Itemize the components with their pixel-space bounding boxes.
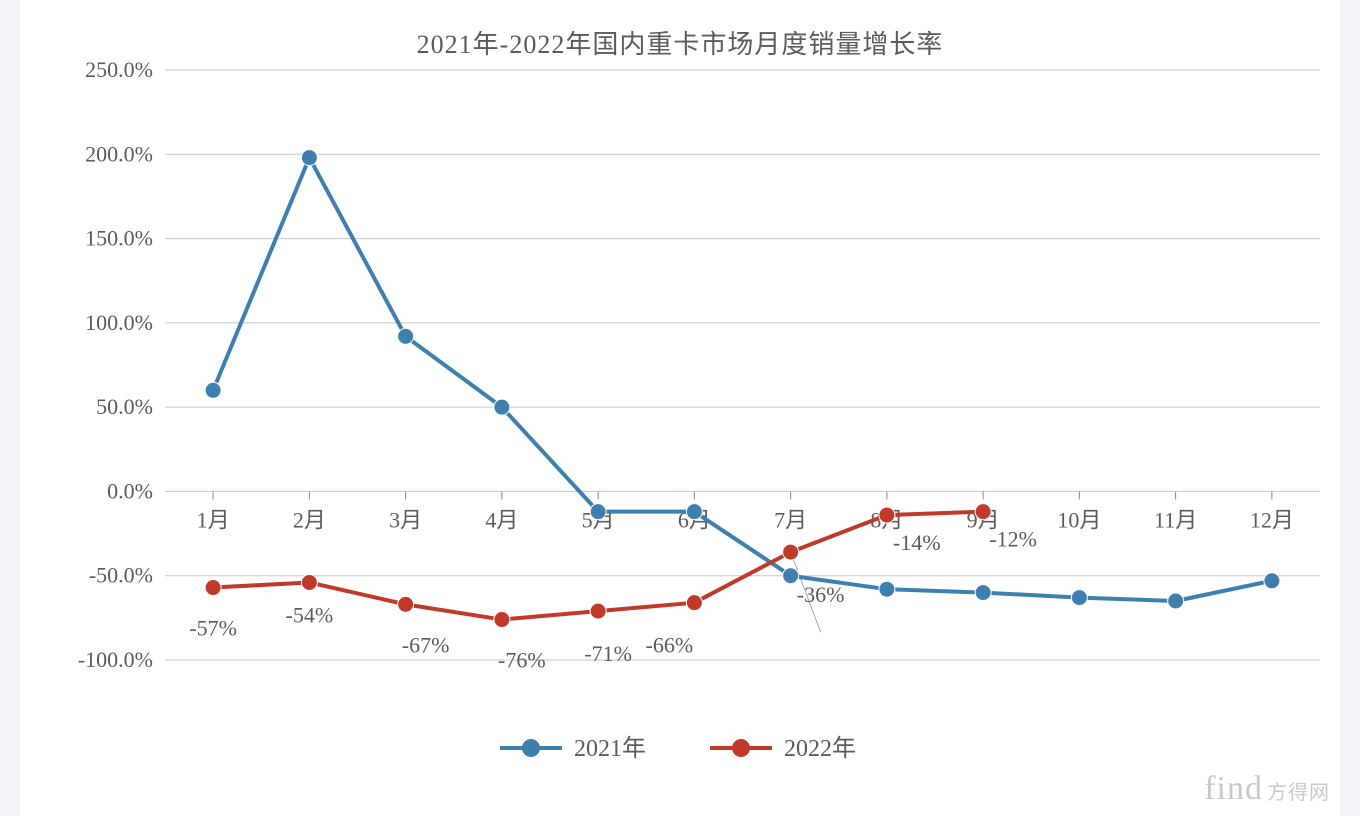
svg-text:-12%: -12%	[989, 527, 1037, 552]
svg-text:10月: 10月	[1057, 507, 1101, 532]
svg-text:-57%: -57%	[189, 616, 237, 641]
svg-text:-100.0%: -100.0%	[78, 647, 153, 672]
svg-text:12月: 12月	[1250, 507, 1294, 532]
watermark-main: find	[1204, 770, 1263, 808]
chart-svg: -100.0% -50.0% 0.0% 50.0% 100.0% 150.0% 200.0%…	[20, 0, 1340, 816]
svg-text:150.0%: 150.0%	[85, 226, 153, 251]
svg-text:7月: 7月	[774, 507, 807, 532]
chart-container: 2021年-2022年国内重卡市场月度销量增长率 -100.0% -50.0% 0.…	[20, 0, 1340, 816]
svg-text:-54%: -54%	[286, 602, 334, 627]
svg-text:4月: 4月	[485, 507, 518, 532]
svg-text:11月: 11月	[1154, 507, 1197, 532]
svg-text:1月: 1月	[197, 507, 230, 532]
svg-text:-14%: -14%	[893, 530, 941, 555]
chart-title: 2021年-2022年国内重卡市场月度销量增长率	[20, 24, 1340, 61]
svg-text:200.0%: 200.0%	[85, 141, 153, 166]
svg-text:0.0%: 0.0%	[107, 478, 153, 503]
svg-text:-50.0%: -50.0%	[89, 563, 153, 588]
svg-text:-71%: -71%	[584, 641, 632, 666]
svg-text:-66%: -66%	[646, 633, 694, 658]
svg-text:3月: 3月	[389, 507, 422, 532]
svg-text:50.0%: 50.0%	[96, 394, 153, 419]
svg-text:-67%: -67%	[402, 632, 450, 657]
svg-text:2月: 2月	[293, 507, 326, 532]
svg-text:100.0%: 100.0%	[85, 310, 153, 335]
svg-text:-36%: -36%	[797, 582, 845, 607]
watermark: find 方得网	[1204, 770, 1330, 808]
watermark-cn: 方得网	[1267, 776, 1330, 805]
svg-text:2022年: 2022年	[784, 735, 856, 762]
svg-text:-76%: -76%	[498, 648, 546, 673]
svg-text:2021年: 2021年	[574, 735, 646, 762]
